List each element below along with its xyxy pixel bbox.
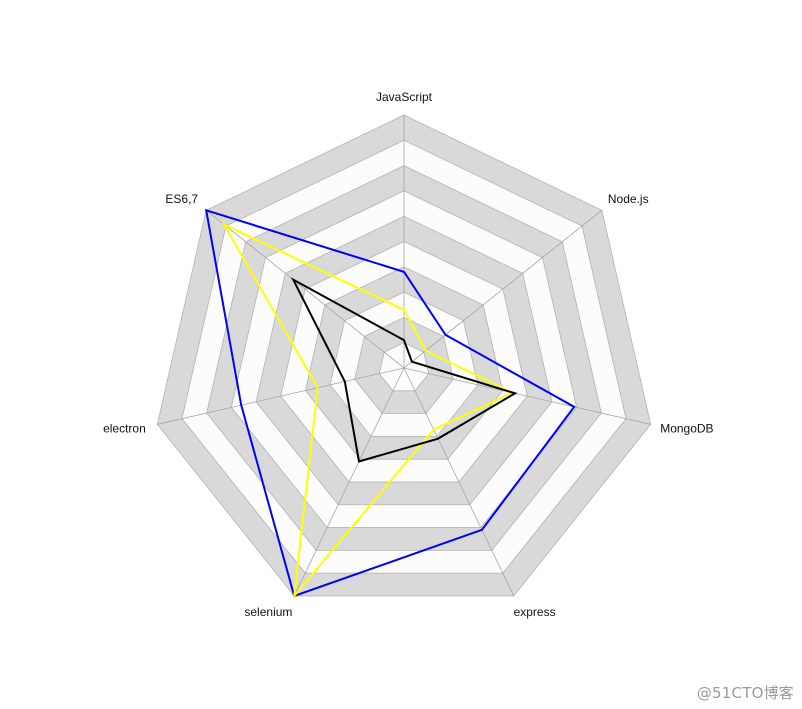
radar-axis-spokes bbox=[157, 115, 651, 597]
axis-label-6: ES6,7 bbox=[165, 192, 198, 206]
axis-label-0: JavaScript bbox=[376, 90, 433, 104]
axis-label-5: electron bbox=[103, 421, 146, 435]
radar-series-line-0 bbox=[204, 208, 576, 598]
axis-label-3: express bbox=[514, 605, 556, 619]
radar-spoke-1 bbox=[403, 209, 603, 369]
radar-series-group bbox=[204, 208, 576, 600]
radar-series-line-1 bbox=[221, 222, 515, 600]
radar-spoke-4 bbox=[293, 367, 405, 597]
axis-label-4: selenium bbox=[244, 605, 292, 619]
radar-axis-labels: JavaScript Node.js MongoDB express selenium e… bbox=[103, 90, 713, 619]
axis-label-2: MongoDB bbox=[660, 421, 713, 435]
radar-spoke-2 bbox=[403, 367, 651, 425]
watermark-text: @51CTO博客 bbox=[696, 684, 794, 702]
axis-label-1: Node.js bbox=[608, 192, 649, 206]
radar-spoke-6 bbox=[205, 209, 405, 369]
radar-spoke-3 bbox=[403, 367, 515, 597]
radar-spoke-5 bbox=[157, 367, 405, 425]
radar-series-line-2 bbox=[290, 277, 518, 463]
